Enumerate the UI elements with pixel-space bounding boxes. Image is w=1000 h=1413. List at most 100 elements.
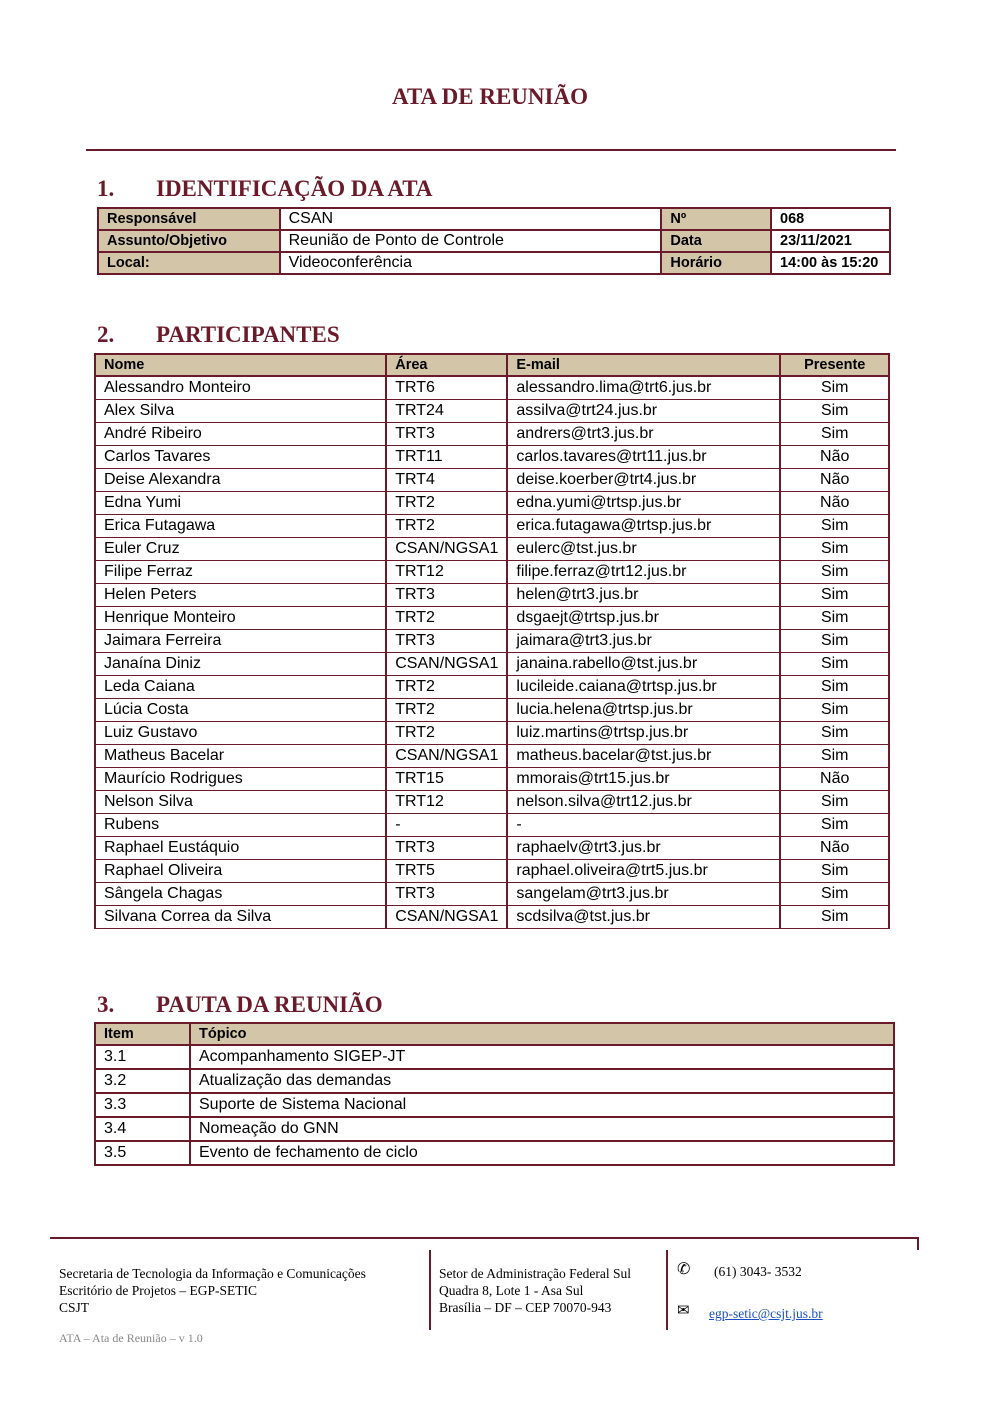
participant-presence: Não bbox=[779, 445, 890, 469]
document-title: ATA DE REUNIÃO bbox=[392, 84, 588, 109]
participant-presence: Sim bbox=[779, 606, 890, 630]
participant-row: Euler Cruz CSAN/NGSA1 eulerc@tst.jus.br Sim bbox=[93, 537, 890, 561]
participant-presence: Não bbox=[779, 491, 890, 515]
participant-presence: Sim bbox=[779, 422, 890, 446]
label-data: Data bbox=[660, 229, 773, 253]
participant-email: lucileide.caiana@trtsp.jus.br bbox=[506, 675, 782, 699]
agenda-topic: Atualização das demandas bbox=[189, 1068, 895, 1094]
participant-presence: Não bbox=[779, 767, 890, 791]
participant-row: Maurício Rodrigues TRT15 mmorais@trt15.jus… bbox=[93, 767, 890, 791]
participant-email: eulerc@tst.jus.br bbox=[506, 537, 782, 561]
participant-email: scdsilva@tst.jus.br bbox=[506, 905, 782, 929]
participant-presence: Não bbox=[779, 836, 890, 860]
participant-area: CSAN/NGSA1 bbox=[385, 652, 509, 676]
agenda-row: 3.4 Nomeação do GNN bbox=[94, 1116, 895, 1142]
participant-name: Silvana Correa da Silva bbox=[93, 905, 388, 929]
participant-row: Erica Futagawa TRT2 erica.futagawa@trtsp.j… bbox=[93, 514, 890, 538]
footer-phone: (61) 3043- 3532 bbox=[714, 1264, 802, 1279]
participant-area: TRT12 bbox=[385, 790, 509, 814]
column-header-nome: Nome bbox=[93, 353, 388, 377]
participant-presence: Sim bbox=[779, 905, 890, 929]
participant-email: nelson.silva@trt12.jus.br bbox=[506, 790, 782, 814]
participant-row: Sângela Chagas TRT3 sangelam@trt3.jus.br Si… bbox=[93, 882, 890, 906]
participant-presence: Sim bbox=[779, 721, 890, 745]
participant-row: André Ribeiro TRT3 andrers@trt3.jus.br Sim bbox=[93, 422, 890, 446]
footer-version: ATA – Ata de Reunião – v 1.0 bbox=[59, 1331, 203, 1345]
value-data: 23/11/2021 bbox=[770, 229, 891, 253]
participant-email: carlos.tavares@trt11.jus.br bbox=[506, 445, 782, 469]
column-header-presente: Presente bbox=[779, 353, 890, 377]
participant-name: Jaimara Ferreira bbox=[93, 629, 388, 653]
footer-separator bbox=[429, 1250, 431, 1330]
participant-presence: Sim bbox=[779, 813, 890, 837]
agenda-item: 3.1 bbox=[94, 1044, 191, 1070]
participant-area: TRT5 bbox=[385, 859, 509, 883]
participant-name: Matheus Bacelar bbox=[93, 744, 388, 768]
participant-email: erica.futagawa@trtsp.jus.br bbox=[506, 514, 782, 538]
participant-email: deise.koerber@trt4.jus.br bbox=[506, 468, 782, 492]
participant-row: Nelson Silva TRT12 nelson.silva@trt12.jus.… bbox=[93, 790, 890, 814]
section-heading-agenda: 3. PAUTA DA REUNIÃO bbox=[97, 992, 383, 1018]
participant-row: Deise Alexandra TRT4 deise.koerber@trt4.ju… bbox=[93, 468, 890, 492]
participant-presence: Sim bbox=[779, 375, 890, 400]
participant-area: TRT3 bbox=[385, 882, 509, 906]
participant-area: TRT15 bbox=[385, 767, 509, 791]
participant-area: TRT24 bbox=[385, 399, 509, 423]
participant-row: Alessandro Monteiro TRT6 alessandro.lima@t… bbox=[93, 375, 890, 400]
agenda-topic: Evento de fechamento de ciclo bbox=[189, 1140, 895, 1166]
value-horario: 14:00 às 15:20 bbox=[770, 251, 891, 275]
phone-icon: ✆ bbox=[677, 1261, 691, 1278]
participant-area: TRT12 bbox=[385, 560, 509, 584]
value-assunto: Reunião de Ponto de Controle bbox=[278, 229, 663, 253]
participant-row: Lúcia Costa TRT2 lucia.helena@trtsp.jus.br… bbox=[93, 698, 890, 722]
footer-divider-tick bbox=[917, 1237, 919, 1250]
participant-name: Edna Yumi bbox=[93, 491, 388, 515]
participant-name: Deise Alexandra bbox=[93, 468, 388, 492]
participant-email: filipe.ferraz@trt12.jus.br bbox=[506, 560, 782, 584]
column-header-area: Área bbox=[385, 353, 509, 377]
participant-name: Euler Cruz bbox=[93, 537, 388, 561]
participant-row: Janaína Diniz CSAN/NGSA1 janaina.rabello@t… bbox=[93, 652, 890, 676]
participant-area: TRT11 bbox=[385, 445, 509, 469]
label-local: Local: bbox=[97, 251, 281, 275]
participant-area: TRT2 bbox=[385, 721, 509, 745]
label-numero: Nº bbox=[660, 207, 773, 231]
participant-name: Alex Silva bbox=[93, 399, 388, 423]
footer-org-line: CSJT bbox=[59, 1300, 90, 1315]
participant-area: TRT2 bbox=[385, 698, 509, 722]
agenda-table: Item Tópico 3.1 Acompanhamento SIGEP-JT 3.… bbox=[94, 1022, 895, 1166]
participant-presence: Sim bbox=[779, 652, 890, 676]
participant-row: Matheus Bacelar CSAN/NGSA1 matheus.bacelar… bbox=[93, 744, 890, 768]
participant-email: alessandro.lima@trt6.jus.br bbox=[506, 375, 782, 400]
footer-divider bbox=[50, 1237, 919, 1239]
participant-presence: Sim bbox=[779, 859, 890, 883]
participant-area: TRT6 bbox=[385, 375, 509, 400]
agenda-row: 3.1 Acompanhamento SIGEP-JT bbox=[94, 1044, 895, 1070]
participant-email: - bbox=[506, 813, 782, 837]
participant-presence: Sim bbox=[779, 560, 890, 584]
participant-area: TRT3 bbox=[385, 629, 509, 653]
footer-email-link[interactable]: egp-setic@csjt.jus.br bbox=[709, 1306, 823, 1321]
participant-name: Rubens bbox=[93, 813, 388, 837]
participant-name: Leda Caiana bbox=[93, 675, 388, 699]
participant-name: Filipe Ferraz bbox=[93, 560, 388, 584]
label-horario: Horário bbox=[660, 251, 773, 275]
participant-email: luiz.martins@trtsp.jus.br bbox=[506, 721, 782, 745]
participant-area: TRT2 bbox=[385, 491, 509, 515]
participant-email: helen@trt3.jus.br bbox=[506, 583, 782, 607]
participant-area: TRT2 bbox=[385, 514, 509, 538]
label-responsavel: Responsável bbox=[97, 207, 281, 231]
value-local: Videoconferência bbox=[278, 251, 663, 275]
participant-area: TRT4 bbox=[385, 468, 509, 492]
section-title: PARTICIPANTES bbox=[156, 322, 340, 347]
participant-presence: Não bbox=[779, 468, 890, 492]
footer-separator bbox=[666, 1250, 668, 1330]
participant-email: sangelam@trt3.jus.br bbox=[506, 882, 782, 906]
participant-presence: Sim bbox=[779, 790, 890, 814]
participant-name: Erica Futagawa bbox=[93, 514, 388, 538]
participant-email: janaina.rabello@tst.jus.br bbox=[506, 652, 782, 676]
participant-area: TRT3 bbox=[385, 836, 509, 860]
participant-row: Raphael Eustáquio TRT3 raphaelv@trt3.jus.b… bbox=[93, 836, 890, 860]
envelope-icon: ✉ bbox=[677, 1303, 690, 1319]
participant-email: lucia.helena@trtsp.jus.br bbox=[506, 698, 782, 722]
